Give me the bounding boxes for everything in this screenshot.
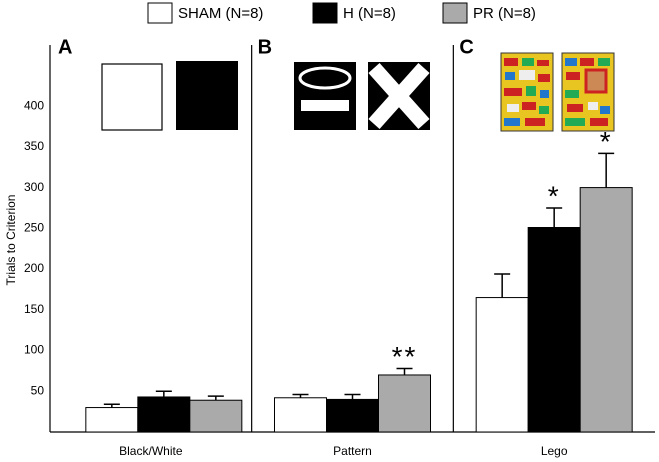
bar [378, 374, 431, 433]
error-bar [344, 393, 361, 400]
error-bar [598, 152, 615, 188]
bar [579, 187, 633, 433]
error-bar [207, 395, 224, 401]
y-tick-label: 250 [24, 220, 44, 234]
bar [326, 398, 379, 433]
panel-label: B [258, 36, 272, 58]
panel-label: A [58, 36, 72, 58]
significance-marker: * [548, 180, 561, 211]
y-tick-label: 400 [24, 98, 44, 112]
panel-label: C [459, 36, 473, 58]
y-axis-label: Trials to Criterion [4, 195, 18, 286]
bar [189, 399, 243, 433]
error-bar [103, 403, 120, 408]
bar [274, 397, 327, 433]
y-tick-label: 200 [24, 261, 44, 275]
legend-swatch [442, 2, 468, 24]
y-tick-label: 350 [24, 139, 44, 153]
stimulus-icons [101, 52, 615, 132]
bar [85, 407, 139, 433]
error-bar [546, 207, 563, 228]
legend-label: H (N=8) [343, 5, 396, 22]
x-tick-label: Pattern [333, 444, 372, 458]
error-bar [396, 367, 413, 375]
legend-swatch [312, 2, 338, 24]
error-bar [494, 273, 511, 298]
y-tick-label: 50 [31, 383, 45, 397]
y-tick-label: 300 [24, 180, 44, 194]
x-tick-label: Black/White [119, 444, 183, 458]
y-tick-label: 150 [24, 302, 44, 316]
legend-swatch [147, 2, 173, 24]
significance-marker: * [600, 126, 613, 157]
error-bar [292, 393, 309, 398]
legend-label: SHAM (N=8) [178, 5, 263, 22]
x-tick-label: Lego [541, 444, 568, 458]
bar [137, 396, 191, 433]
significance-marker: ** [392, 341, 418, 372]
error-bar [155, 390, 172, 397]
legend-label: PR (N=8) [473, 5, 536, 22]
bar [475, 297, 529, 433]
bar [527, 227, 581, 433]
y-tick-label: 100 [24, 343, 44, 357]
